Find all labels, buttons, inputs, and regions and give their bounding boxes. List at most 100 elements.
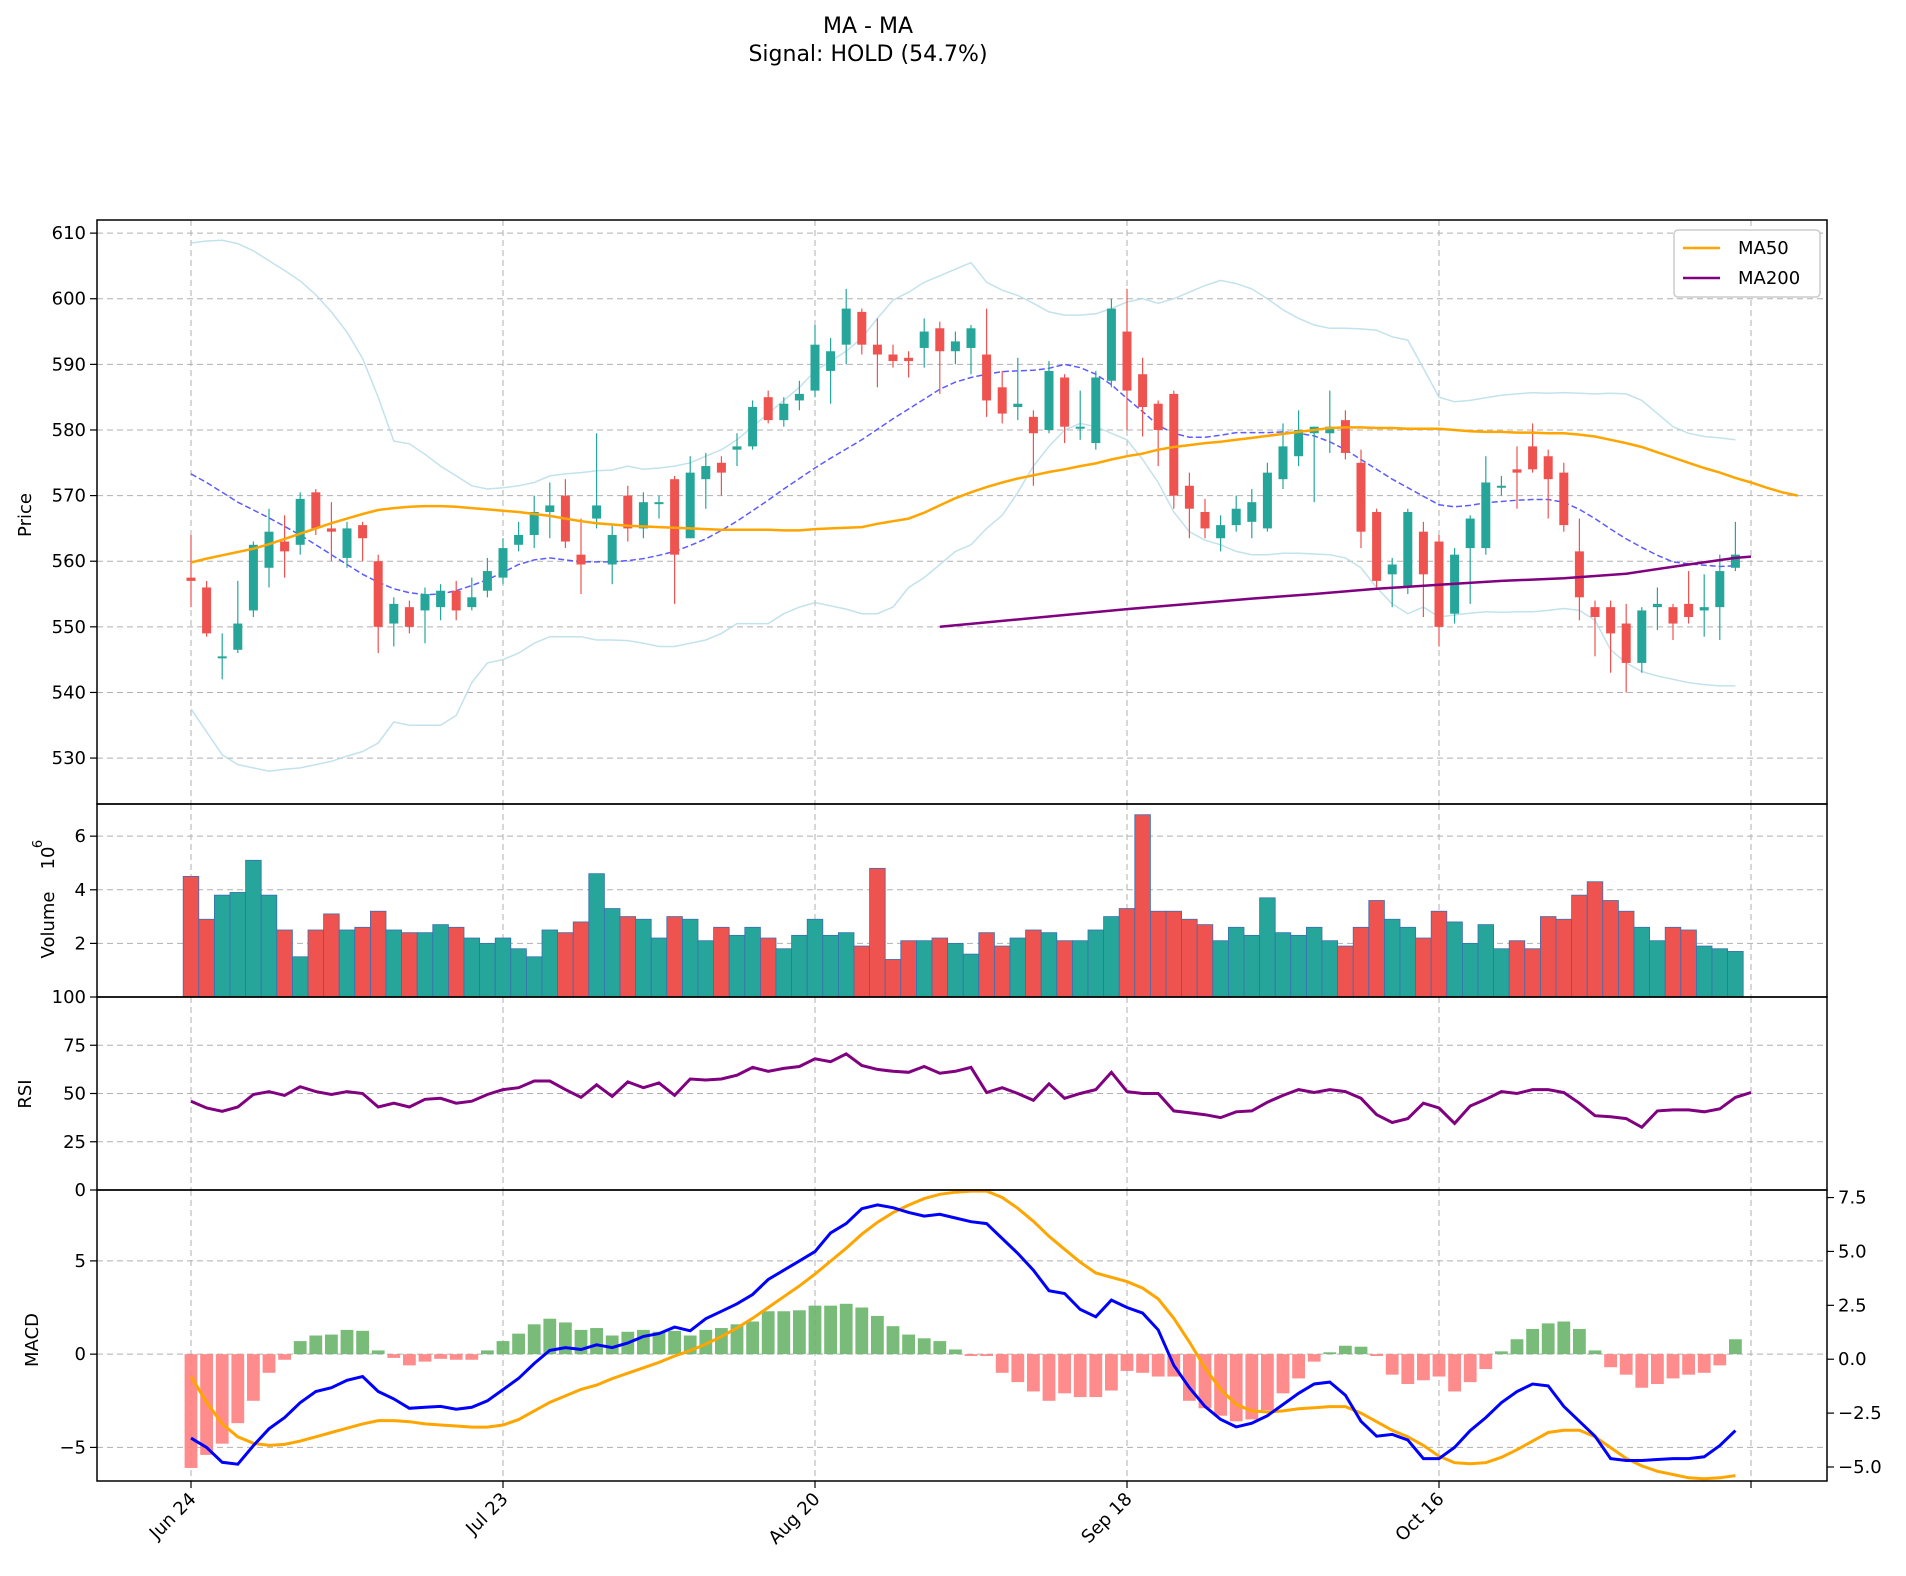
macd-line xyxy=(190,1203,1737,1466)
volume-bar xyxy=(728,934,746,998)
macd-histogram-bar xyxy=(793,1310,806,1355)
candle-body xyxy=(638,502,648,529)
volume-bar xyxy=(401,932,418,998)
y-tick-label: 550 xyxy=(52,617,86,638)
volume-bar xyxy=(447,926,465,998)
ma50-line xyxy=(190,426,1799,564)
macd-histogram-bar xyxy=(356,1330,369,1355)
price-axis: 530 540 550 560 570 580 590 600 610 xyxy=(52,223,97,769)
macd-histogram-bar xyxy=(1573,1328,1586,1355)
candle-body xyxy=(1668,607,1678,624)
volume-bar xyxy=(713,926,730,998)
volume-bar xyxy=(1680,929,1697,998)
volume-bar xyxy=(604,908,621,998)
legend-ma50-label: MA50 xyxy=(1738,238,1789,259)
candle-body xyxy=(701,466,711,480)
volume-bar xyxy=(760,937,777,998)
candle-body xyxy=(1278,446,1288,480)
candle-body xyxy=(623,495,633,529)
macd-histogram-bar xyxy=(543,1318,557,1355)
y-tick-label-right: 2.5 xyxy=(1838,1295,1867,1316)
candle-body xyxy=(1372,512,1382,581)
volume-bar xyxy=(1477,924,1495,998)
macd-histogram-bar xyxy=(1448,1354,1461,1392)
volume-bar xyxy=(260,894,278,998)
macd-histogram-bar xyxy=(1136,1354,1149,1373)
candle-body xyxy=(1122,331,1132,391)
volume-bar xyxy=(1009,937,1027,998)
volume-bar xyxy=(1150,910,1167,998)
candle-body xyxy=(1231,508,1241,526)
candle-body xyxy=(576,554,586,565)
macd-histogram-bar xyxy=(1011,1354,1025,1383)
volume-bar xyxy=(416,932,434,998)
macd-histogram-bar xyxy=(1354,1346,1368,1355)
volume-bar xyxy=(994,945,1011,998)
macd-histogram-bar xyxy=(1339,1345,1352,1355)
candle-body xyxy=(1247,502,1257,522)
macd-histogram-bar xyxy=(590,1328,603,1355)
macd-histogram-bar xyxy=(215,1354,229,1444)
candle-body xyxy=(919,331,929,348)
candle-body xyxy=(1403,512,1413,588)
volume-bar xyxy=(1540,916,1557,998)
candle-body xyxy=(1153,403,1163,430)
volume-bar xyxy=(666,916,683,998)
candle-body xyxy=(545,505,555,512)
macd-histogram-bar xyxy=(995,1354,1009,1373)
volume-bar xyxy=(541,929,559,998)
volume-exponent-power: 6 xyxy=(31,840,46,848)
bb-lower-line xyxy=(190,422,1736,772)
macd-histogram xyxy=(184,1303,1742,1468)
chart-title-line1: MA - MA xyxy=(823,14,913,39)
chart-title-line2: Signal: HOLD (54.7%) xyxy=(748,42,987,67)
candle-body xyxy=(1294,429,1304,457)
y-tick-label: 2 xyxy=(75,933,86,954)
volume-bar xyxy=(1446,921,1463,998)
candle-body xyxy=(217,656,227,659)
macd-histogram-bar xyxy=(1261,1354,1274,1411)
macd-right-axis: −5.0 −2.5 0.0 2.5 5.0 7.5 xyxy=(1827,1188,1882,1478)
macd-histogram-bar xyxy=(1432,1354,1446,1377)
candle-body xyxy=(950,341,960,352)
candle-body xyxy=(436,590,446,608)
macd-histogram-bar xyxy=(527,1324,541,1355)
macd-histogram-bar xyxy=(371,1350,385,1355)
macd-panel: −5 0 5 −5.0 −2.5 0.0 2.5 5.0 7.5 MACD xyxy=(22,1188,1882,1481)
volume-bar xyxy=(1711,948,1729,998)
candle-body xyxy=(1340,420,1350,453)
candle-body xyxy=(670,479,680,555)
rsi-line xyxy=(190,1052,1752,1130)
candle-body xyxy=(451,590,461,611)
macd-histogram-bar xyxy=(1089,1354,1103,1398)
y-tick-label: 560 xyxy=(52,551,86,572)
macd-histogram-bar xyxy=(465,1354,479,1360)
volume-bar xyxy=(1664,926,1682,998)
candle-body xyxy=(1559,472,1569,526)
volume-bar xyxy=(1274,932,1292,998)
volume-bar xyxy=(245,859,262,998)
macd-histogram-bar xyxy=(512,1333,525,1355)
macd-histogram-bar xyxy=(637,1329,650,1355)
volume-bar xyxy=(510,948,527,998)
panel-frames xyxy=(96,219,1828,1482)
volume-bar xyxy=(291,956,309,998)
candle-body xyxy=(592,505,602,519)
macd-histogram-bar xyxy=(808,1305,822,1355)
macd-histogram-bar xyxy=(1307,1354,1321,1362)
macd-histogram-bar xyxy=(278,1354,291,1360)
y-tick-label-right: 5.0 xyxy=(1838,1241,1867,1262)
candle-body xyxy=(748,407,758,447)
volume-bar xyxy=(838,932,855,998)
macd-histogram-bar xyxy=(1651,1354,1664,1384)
macd-histogram-bar xyxy=(1541,1323,1555,1355)
volume-bar xyxy=(494,937,512,998)
y-tick-label: 6 xyxy=(75,826,86,847)
macd-histogram-bar xyxy=(1682,1354,1695,1375)
y-tick-label-right: 7.5 xyxy=(1838,1188,1867,1209)
volume-bar xyxy=(1524,948,1541,998)
volume-bar xyxy=(1586,881,1604,998)
macd-histogram-bar xyxy=(1666,1354,1680,1379)
candle-body xyxy=(935,328,945,352)
y-tick-label: 100 xyxy=(52,987,86,1008)
